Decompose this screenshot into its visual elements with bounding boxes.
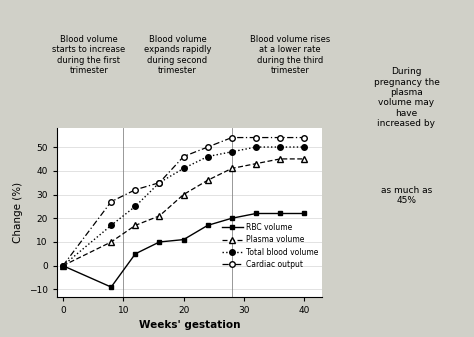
X-axis label: Weeks' gestation: Weeks' gestation xyxy=(139,320,240,330)
Text: During
pregnancy the
plasma
volume may
have
increased by: During pregnancy the plasma volume may h… xyxy=(374,67,439,128)
Legend: RBC volume, Plasma volume, Total blood volume, Cardiac output: RBC volume, Plasma volume, Total blood v… xyxy=(222,223,319,269)
Text: Blood volume
starts to increase
during the first
trimester: Blood volume starts to increase during t… xyxy=(52,35,126,75)
Text: Blood volume rises
at a lower rate
during the third
trimester: Blood volume rises at a lower rate durin… xyxy=(250,35,330,75)
Y-axis label: Change (%): Change (%) xyxy=(13,182,23,243)
Text: Blood volume
expands rapidly
during second
trimester: Blood volume expands rapidly during seco… xyxy=(144,35,211,75)
Text: as much as
45%: as much as 45% xyxy=(381,186,432,205)
